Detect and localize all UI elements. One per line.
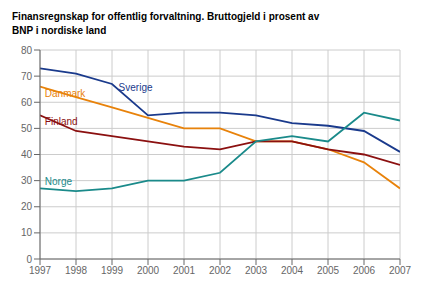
html-text:BNP i nordiske land: BNP i nordiske land bbox=[12, 25, 107, 36]
svg-text:0: 0 bbox=[26, 254, 32, 265]
svg-text:30: 30 bbox=[21, 175, 33, 186]
svg-text:2002: 2002 bbox=[209, 265, 232, 276]
svg-text:80: 80 bbox=[21, 45, 33, 56]
html-text:Finansregnskap for offentlig f: Finansregnskap for offentlig forvaltning… bbox=[12, 11, 320, 22]
svg-text:Sverige: Sverige bbox=[119, 82, 153, 93]
svg-text:70: 70 bbox=[21, 71, 33, 82]
svg-text:10: 10 bbox=[21, 227, 33, 238]
svg-text:2005: 2005 bbox=[317, 265, 340, 276]
svg-text:60: 60 bbox=[21, 97, 33, 108]
svg-text:2007: 2007 bbox=[389, 265, 412, 276]
svg-text:50: 50 bbox=[21, 123, 33, 134]
svg-text:20: 20 bbox=[21, 201, 33, 212]
svg-text:2000: 2000 bbox=[137, 265, 160, 276]
svg-text:2004: 2004 bbox=[281, 265, 304, 276]
svg-text:2006: 2006 bbox=[353, 265, 376, 276]
svg-text:2003: 2003 bbox=[245, 265, 268, 276]
svg-text:40: 40 bbox=[21, 149, 33, 160]
svg-text:Danmark: Danmark bbox=[45, 88, 87, 99]
svg-text:2001: 2001 bbox=[173, 265, 196, 276]
svg-text:1999: 1999 bbox=[101, 265, 124, 276]
svg-text:1997: 1997 bbox=[29, 265, 52, 276]
svg-text:Norge: Norge bbox=[45, 176, 73, 187]
svg-text:1998: 1998 bbox=[65, 265, 88, 276]
svg-text:Finland: Finland bbox=[45, 116, 78, 127]
